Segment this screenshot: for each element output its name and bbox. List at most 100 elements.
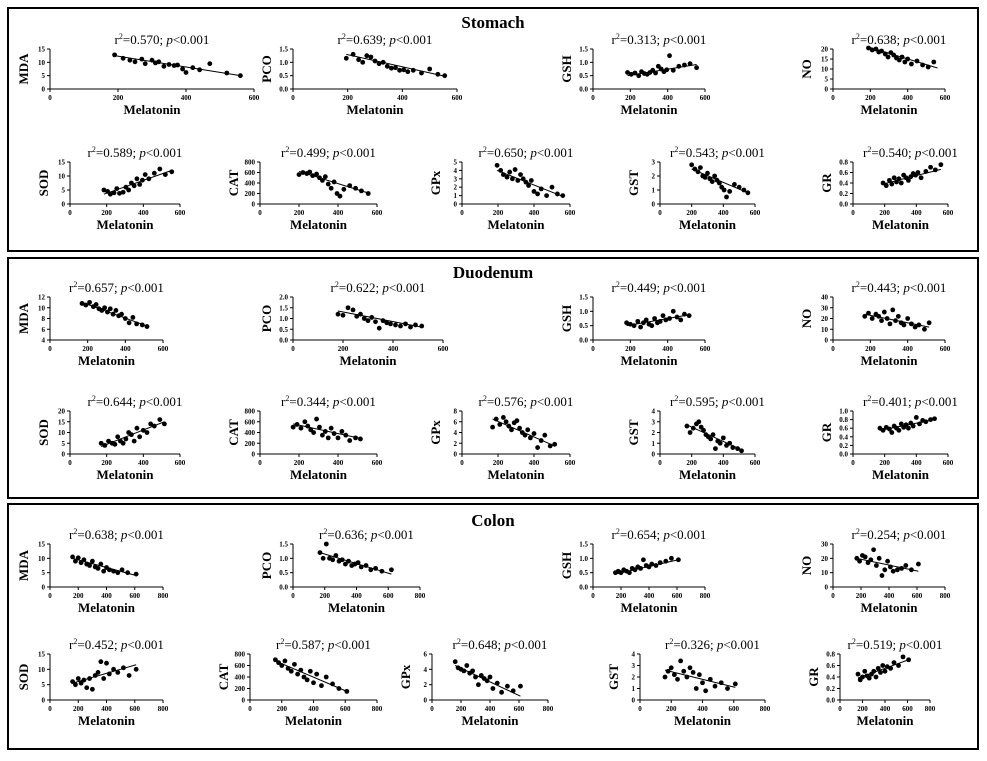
- data-point: [915, 170, 921, 175]
- x-tick-label: 200: [625, 94, 636, 102]
- stats-annotation: r2=0.254; p<0.001: [852, 527, 947, 542]
- data-point: [900, 654, 906, 660]
- data-point: [344, 688, 350, 694]
- data-point: [665, 668, 671, 674]
- data-point: [862, 313, 868, 319]
- y-tick-label: 15: [58, 418, 66, 426]
- x-tick-label: 600: [750, 459, 761, 467]
- y-tick-label: 0.5: [279, 326, 288, 334]
- data-point: [493, 416, 499, 422]
- data-point: [127, 57, 133, 63]
- data-point: [696, 419, 702, 425]
- data-point: [282, 658, 288, 664]
- x-tick-label: 800: [543, 705, 554, 713]
- data-point: [106, 671, 112, 677]
- y-tick-label: 0.0: [579, 584, 588, 592]
- y-tick-label: 0.5: [279, 569, 288, 577]
- data-point: [725, 686, 730, 691]
- data-point: [636, 73, 642, 79]
- data-point: [514, 418, 520, 424]
- data-point: [279, 663, 285, 668]
- data-point: [638, 324, 643, 330]
- x-tick-label: 0: [460, 459, 464, 467]
- x-tick-label: 600: [175, 459, 186, 467]
- data-point: [464, 663, 470, 668]
- data-point: [408, 324, 413, 330]
- y-tick-label: 0: [42, 86, 46, 94]
- data-point: [354, 313, 360, 319]
- y-tick-label: 0.8: [826, 651, 835, 659]
- data-point: [310, 173, 316, 179]
- x-tick-label: 0: [248, 705, 252, 713]
- y-tick-label: 0: [825, 584, 829, 592]
- data-point: [461, 668, 467, 674]
- x-tick-label: 200: [277, 705, 288, 713]
- data-point: [869, 316, 875, 321]
- data-point: [913, 415, 919, 420]
- scatter-plot-21: 0.0 0.5 1.0 1.5 0 200 400 600 800 GSH Melatonin r2=…: [559, 527, 711, 615]
- y-axis-label: CAT: [216, 663, 231, 690]
- y-tick-label: 2: [652, 429, 656, 437]
- data-point: [129, 432, 134, 438]
- data-point: [657, 318, 663, 324]
- y-tick-label: 600: [245, 169, 256, 177]
- y-axis-label: GST: [626, 419, 641, 445]
- data-point: [337, 193, 343, 199]
- y-axis-label: MDA: [16, 549, 31, 581]
- y-tick-label: 1.5: [579, 294, 588, 302]
- data-point: [531, 431, 537, 436]
- data-point: [144, 324, 150, 329]
- x-tick-label: 200: [101, 459, 112, 467]
- data-point: [322, 174, 328, 180]
- x-axis-label: Melatonin: [96, 467, 154, 482]
- x-tick-label: 600: [452, 94, 463, 102]
- data-point: [681, 668, 687, 674]
- x-tick-label: 200: [73, 705, 84, 713]
- data-point: [700, 680, 705, 686]
- y-tick-label: 5: [62, 187, 66, 195]
- data-point: [518, 683, 523, 689]
- data-point: [895, 313, 901, 319]
- stats-annotation: r2=0.657; p<0.001: [69, 280, 164, 295]
- scatter-plot-18: 0.00.20.40.60.81.0 0 200 400 600 GR Melatonin r…: [819, 394, 958, 482]
- y-tick-label: 0: [252, 201, 256, 209]
- x-tick-label: 200: [73, 592, 84, 600]
- x-tick-label: 400: [902, 94, 913, 102]
- y-axis-label: MDA: [16, 53, 31, 85]
- data-point: [87, 299, 92, 305]
- y-tick-label: 800: [245, 408, 256, 416]
- x-tick-label: 400: [308, 705, 319, 713]
- data-point: [724, 194, 729, 200]
- data-point: [330, 557, 336, 563]
- data-point: [494, 680, 500, 686]
- stats-annotation: r2=0.587; p<0.001: [276, 637, 371, 652]
- y-tick-label: 4: [454, 429, 458, 437]
- data-point: [93, 302, 99, 307]
- x-tick-label: 0: [291, 592, 295, 600]
- y-tick-label: 10: [38, 666, 46, 674]
- y-tick-label: 2: [454, 440, 458, 448]
- data-point: [660, 313, 666, 319]
- y-tick-label: 10: [821, 326, 829, 334]
- x-tick-label: 0: [460, 209, 464, 217]
- data-point: [888, 564, 893, 570]
- x-tick-label: 200: [625, 345, 636, 353]
- data-point: [893, 318, 898, 324]
- y-tick-label: 4: [424, 666, 428, 674]
- x-tick-label: 200: [493, 209, 504, 217]
- data-point: [632, 70, 638, 76]
- data-point: [676, 63, 682, 69]
- y-tick-label: 0: [825, 86, 829, 94]
- data-point: [224, 70, 230, 76]
- x-tick-label: 200: [342, 94, 353, 102]
- data-point: [115, 570, 121, 576]
- y-tick-label: 5: [62, 440, 66, 448]
- y-tick-label: 0: [62, 451, 66, 459]
- data-point: [928, 417, 933, 422]
- data-point: [499, 689, 504, 695]
- y-tick-label: 800: [245, 159, 256, 167]
- y-axis-label: SOD: [36, 419, 51, 446]
- data-point: [419, 70, 424, 76]
- x-tick-label: 600: [902, 705, 913, 713]
